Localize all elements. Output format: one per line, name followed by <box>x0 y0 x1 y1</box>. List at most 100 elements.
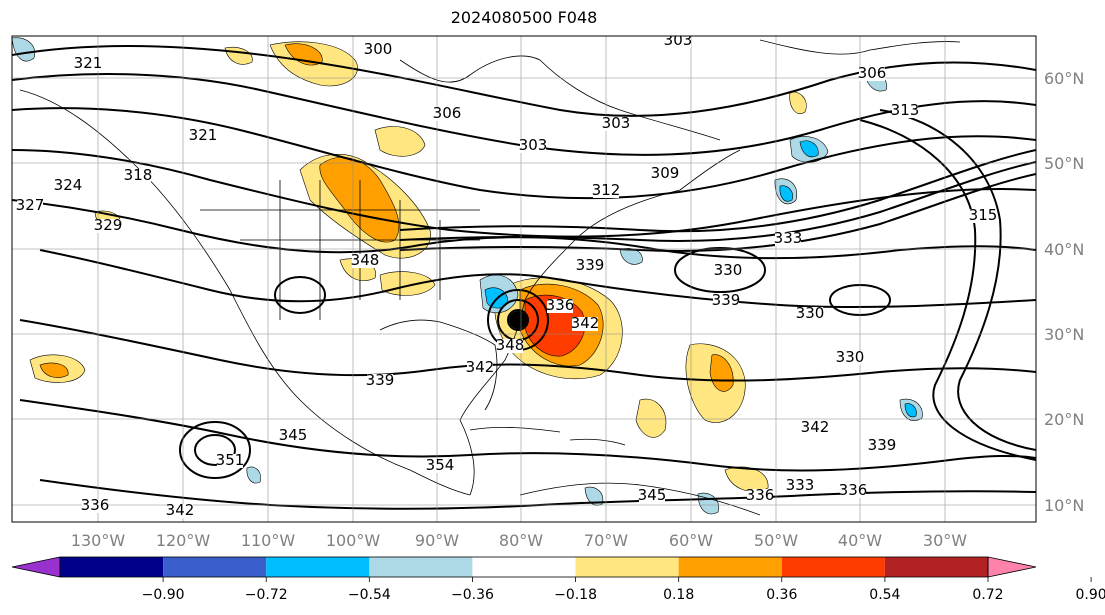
longitude-tick-label: 50°W <box>754 531 798 550</box>
north-america-coastline <box>19 89 471 496</box>
contour-label-bg <box>95 219 121 233</box>
contour-label: 330 <box>796 304 825 322</box>
contour-label-bg <box>639 489 665 503</box>
contour-label-bg <box>467 361 493 375</box>
contour-label: 330 <box>714 261 743 279</box>
contour-label: 327 <box>16 196 45 214</box>
contour-line <box>12 149 1036 238</box>
contour-line <box>39 249 1036 309</box>
contour-label: 303 <box>664 31 693 49</box>
contour-label: 313 <box>891 101 920 119</box>
storm-center <box>509 311 527 329</box>
contour-label: 306 <box>858 64 887 82</box>
greenland-coastline <box>759 39 961 55</box>
contour-label: 348 <box>351 251 380 269</box>
latitude-tick-label: 30°N <box>1044 325 1084 344</box>
contour-label-bg <box>797 307 823 321</box>
contour-label: 324 <box>54 176 83 194</box>
contour-label: 339 <box>712 291 741 309</box>
contour-label: 312 <box>592 181 621 199</box>
colorbar-tick-label: 0.72 <box>972 587 1003 603</box>
longitude-tick-label: 90°W <box>415 531 459 550</box>
contour-label-bg <box>365 43 391 57</box>
contour-label-bg <box>497 339 523 353</box>
contour-label: 329 <box>94 216 123 234</box>
contour-label-bg <box>367 374 393 388</box>
contour-label-bg <box>892 104 918 118</box>
colorbar-segment <box>369 557 473 577</box>
contour-label: 315 <box>969 206 998 224</box>
contour-label: 348 <box>496 336 525 354</box>
contour-label: 342 <box>571 314 600 332</box>
contour-label-bg <box>603 117 629 131</box>
positive-anomaly-patch <box>724 466 769 492</box>
contour-label-bg <box>802 421 828 435</box>
longitude-tick-label: 60°W <box>669 531 713 550</box>
negative-anomaly-patch <box>246 466 261 484</box>
contour-label: 336 <box>81 496 110 514</box>
negative-anomaly-patch <box>584 486 604 506</box>
latitude-tick-label: 50°N <box>1044 154 1084 173</box>
colorbar-tick-label: −0.36 <box>451 587 494 603</box>
colorbar-segment <box>678 557 782 577</box>
contour-label: 342 <box>166 501 195 519</box>
contour-label-bg <box>167 504 193 518</box>
contour-label: 303 <box>602 114 631 132</box>
colorbar-tick-label: −0.18 <box>554 587 597 603</box>
contour-label: 336 <box>839 481 868 499</box>
contour-line <box>194 434 236 466</box>
contour-line <box>399 149 1036 233</box>
contour-label-bg <box>869 439 895 453</box>
colorbar-extend-min <box>11 556 61 578</box>
contour-label-bg <box>715 264 741 278</box>
contour-label: 306 <box>433 104 462 122</box>
colorbar-segment <box>575 557 679 577</box>
colorbar-segment <box>781 557 885 577</box>
contour-label-bg <box>787 479 813 493</box>
contour-line <box>879 109 1036 451</box>
colorbar-segment <box>163 557 267 577</box>
contour-label-bg <box>125 169 151 183</box>
longitude-tick-label: 110°W <box>241 531 296 550</box>
contour-label: 339 <box>576 256 605 274</box>
longitude-axis: 130°W 120°W 110°W 100°W 90°W 80°W 70°W 60°W 50°W… <box>71 531 967 550</box>
contour-label-bg <box>837 351 863 365</box>
storm-ring <box>507 309 529 331</box>
contour-line <box>674 247 766 293</box>
contour-label-bg <box>547 299 573 313</box>
contour-label-bg <box>775 232 801 246</box>
longitude-tick-label: 130°W <box>71 531 126 550</box>
contour-label-bg <box>190 129 216 143</box>
latitude-tick-label: 40°N <box>1044 240 1084 259</box>
shaded-field <box>12 37 923 515</box>
gulf-coastline <box>379 319 498 411</box>
contour-label-bg <box>652 167 678 181</box>
longitude-tick-label: 40°W <box>838 531 882 550</box>
colorbar-tick-label: −0.90 <box>142 587 185 603</box>
contour-label-bg <box>713 294 739 308</box>
contour-label-bg <box>859 67 885 81</box>
colorbar-segment <box>472 557 576 577</box>
map-frame <box>11 35 1037 523</box>
contour-label: 339 <box>868 436 897 454</box>
contour-label: 354 <box>426 456 455 474</box>
contour-label-bg <box>520 139 546 153</box>
contour-label-bg <box>665 36 691 48</box>
caribbean-islands <box>469 426 626 446</box>
contour-label-bg <box>572 317 598 331</box>
contour-label-bg <box>217 454 243 468</box>
east-coastline <box>459 149 741 496</box>
contour-label: 321 <box>189 126 218 144</box>
canada-coastline <box>399 55 721 141</box>
latitude-axis: 60°N 50°N 40°N 30°N 20°N 10°N <box>1044 69 1084 515</box>
negative-anomaly-patch <box>904 403 917 418</box>
contour-line <box>179 421 251 479</box>
contour-label: 345 <box>279 426 308 444</box>
contour-label-bg <box>434 107 460 121</box>
south-america-coastline <box>519 482 761 516</box>
positive-anomaly-patch <box>635 398 667 438</box>
contour-label: 336 <box>746 486 775 504</box>
contour-label: 333 <box>774 229 803 247</box>
contour-line <box>19 319 1036 382</box>
